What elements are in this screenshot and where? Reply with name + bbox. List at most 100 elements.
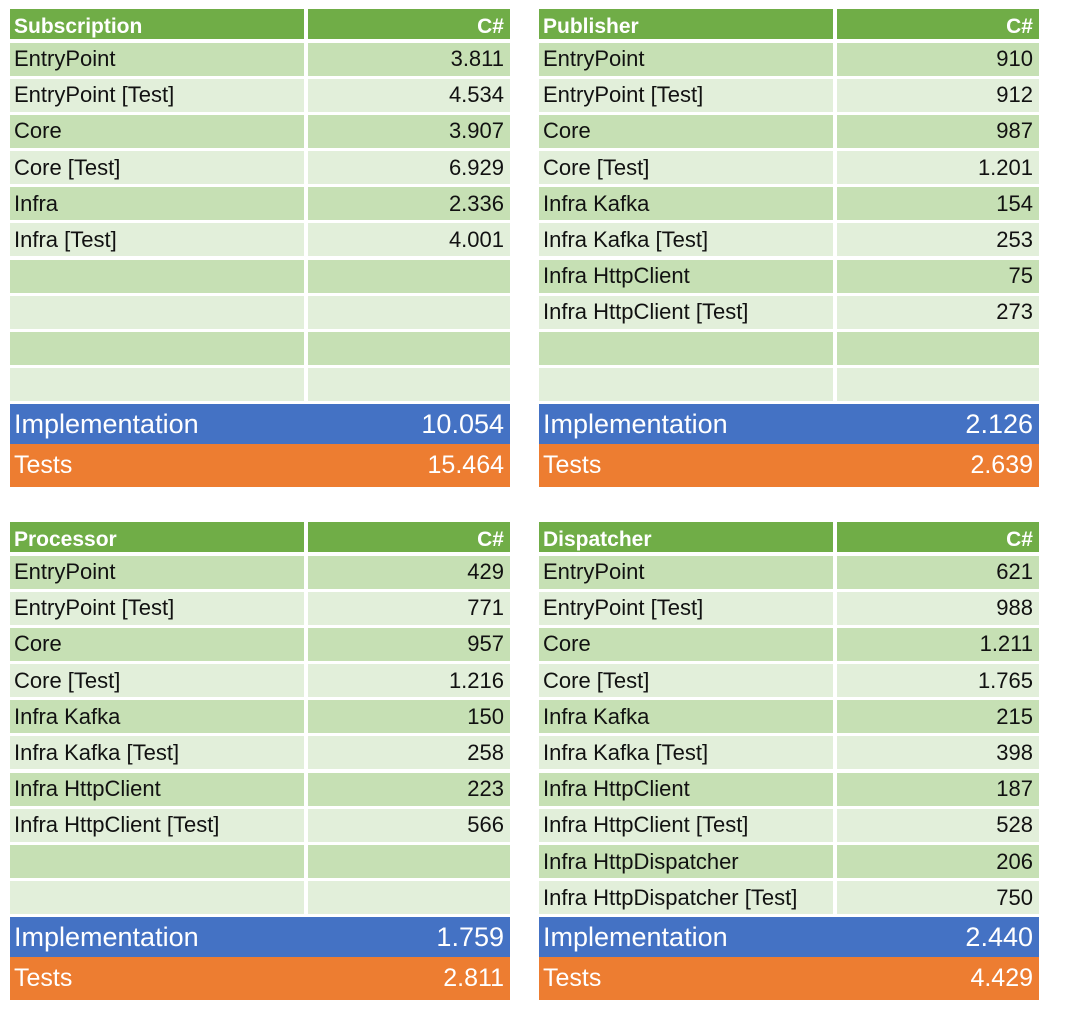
module-name — [539, 332, 833, 365]
processor-table: Processor C# EntryPoint 429 EntryPoint [… — [10, 522, 510, 1001]
table-row: EntryPoint 910 — [539, 42, 1039, 76]
table-header: Subscription C# — [10, 9, 510, 39]
line-count: 1.201 — [837, 151, 1039, 185]
line-count: 912 — [837, 78, 1039, 112]
table-row: Core 3.907 — [10, 114, 510, 148]
dispatcher-table: Dispatcher C# EntryPoint 621 EntryPoint … — [539, 522, 1039, 1001]
module-name — [10, 881, 304, 915]
table-row: Infra HttpClient [Test] 528 — [539, 808, 1039, 842]
tests-total-row: Tests 2.811 — [10, 957, 510, 1001]
line-count: 223 — [308, 772, 510, 806]
module-name: Core — [10, 627, 304, 661]
table-row: Infra Kafka 154 — [539, 187, 1039, 221]
module-name: EntryPoint — [539, 42, 833, 76]
table-title: Dispatcher — [539, 522, 833, 552]
table-row — [539, 368, 1039, 402]
tests-value: 4.429 — [970, 964, 1033, 993]
table-row: Core [Test] 1.216 — [10, 664, 510, 698]
module-name: Infra HttpClient [Test] — [539, 808, 833, 842]
implementation-total-row: Implementation 10.054 — [10, 404, 510, 445]
implementation-label: Implementation — [543, 921, 728, 952]
table-row: Infra Kafka [Test] 253 — [539, 223, 1039, 257]
line-count: 429 — [308, 555, 510, 589]
table-row — [539, 332, 1039, 365]
table-row: EntryPoint 429 — [10, 555, 510, 589]
table-row: Infra Kafka 150 — [10, 700, 510, 734]
tests-total-row: Tests 2.639 — [539, 444, 1039, 488]
line-count: 215 — [837, 700, 1039, 734]
table-row: Infra [Test] 4.001 — [10, 223, 510, 257]
line-count: 253 — [837, 223, 1039, 257]
table-row: EntryPoint [Test] 771 — [10, 591, 510, 625]
table-row: Infra HttpClient 187 — [539, 772, 1039, 806]
table-row: Infra HttpClient [Test] 273 — [539, 295, 1039, 329]
module-name: Core [Test] — [10, 151, 304, 185]
table-row: EntryPoint 621 — [539, 555, 1039, 589]
line-count: 988 — [837, 591, 1039, 625]
line-count: 187 — [837, 772, 1039, 806]
table-row: EntryPoint 3.811 — [10, 42, 510, 76]
line-count: 1.216 — [308, 664, 510, 698]
table-row: Infra HttpDispatcher [Test] 750 — [539, 881, 1039, 915]
table-row: EntryPoint [Test] 912 — [539, 78, 1039, 112]
table-row — [10, 259, 510, 293]
line-count: 2.336 — [308, 187, 510, 221]
line-count: 398 — [837, 736, 1039, 770]
module-name: Infra HttpClient [Test] — [10, 808, 304, 842]
line-count: 6.929 — [308, 151, 510, 185]
module-name: Core — [539, 114, 833, 148]
line-count: 910 — [837, 42, 1039, 76]
module-name: Infra Kafka [Test] — [10, 736, 304, 770]
line-count: 621 — [837, 555, 1039, 589]
language-header: C# — [837, 9, 1039, 39]
table-row: Infra Kafka [Test] 258 — [10, 736, 510, 770]
table-row: EntryPoint [Test] 4.534 — [10, 78, 510, 112]
module-name: EntryPoint [Test] — [10, 591, 304, 625]
implementation-label: Implementation — [14, 921, 199, 952]
implementation-value: 10.054 — [421, 408, 504, 439]
tests-label: Tests — [14, 451, 73, 480]
module-name: EntryPoint [Test] — [539, 591, 833, 625]
module-name: Core — [539, 627, 833, 661]
module-name: Infra Kafka [Test] — [539, 223, 833, 257]
table-title: Processor — [10, 522, 304, 552]
module-name: EntryPoint — [10, 555, 304, 589]
implementation-value: 2.126 — [965, 408, 1033, 439]
module-name: Infra HttpClient — [539, 772, 833, 806]
line-count — [837, 368, 1039, 402]
line-count: 771 — [308, 591, 510, 625]
module-name — [10, 845, 304, 878]
implementation-value: 1.759 — [436, 921, 504, 952]
module-name: Infra Kafka — [539, 700, 833, 734]
line-count — [308, 332, 510, 365]
module-name: Core [Test] — [539, 664, 833, 698]
line-count: 528 — [837, 808, 1039, 842]
publisher-table: Publisher C# EntryPoint 910 EntryPoint [… — [539, 9, 1039, 488]
line-count: 3.907 — [308, 114, 510, 148]
implementation-label: Implementation — [543, 408, 728, 439]
table-header: Publisher C# — [539, 9, 1039, 39]
language-header: C# — [837, 522, 1039, 552]
implementation-label: Implementation — [14, 408, 199, 439]
module-name: Infra Kafka [Test] — [539, 736, 833, 770]
line-count: 957 — [308, 627, 510, 661]
module-name: EntryPoint — [539, 555, 833, 589]
line-count — [837, 332, 1039, 365]
line-count: 4.001 — [308, 223, 510, 257]
line-count: 566 — [308, 808, 510, 842]
tests-value: 2.811 — [443, 964, 504, 993]
table-row: Infra HttpClient [Test] 566 — [10, 808, 510, 842]
line-count: 258 — [308, 736, 510, 770]
implementation-total-row: Implementation 2.440 — [539, 917, 1039, 958]
table-row: Core 1.211 — [539, 627, 1039, 661]
module-name: Infra Kafka — [10, 700, 304, 734]
line-count — [308, 295, 510, 329]
module-name: EntryPoint [Test] — [539, 78, 833, 112]
table-row: Core [Test] 1.201 — [539, 151, 1039, 185]
module-name — [10, 332, 304, 365]
tests-label: Tests — [543, 964, 602, 993]
line-count — [308, 259, 510, 293]
table-header: Processor C# — [10, 522, 510, 552]
module-name: Core [Test] — [539, 151, 833, 185]
